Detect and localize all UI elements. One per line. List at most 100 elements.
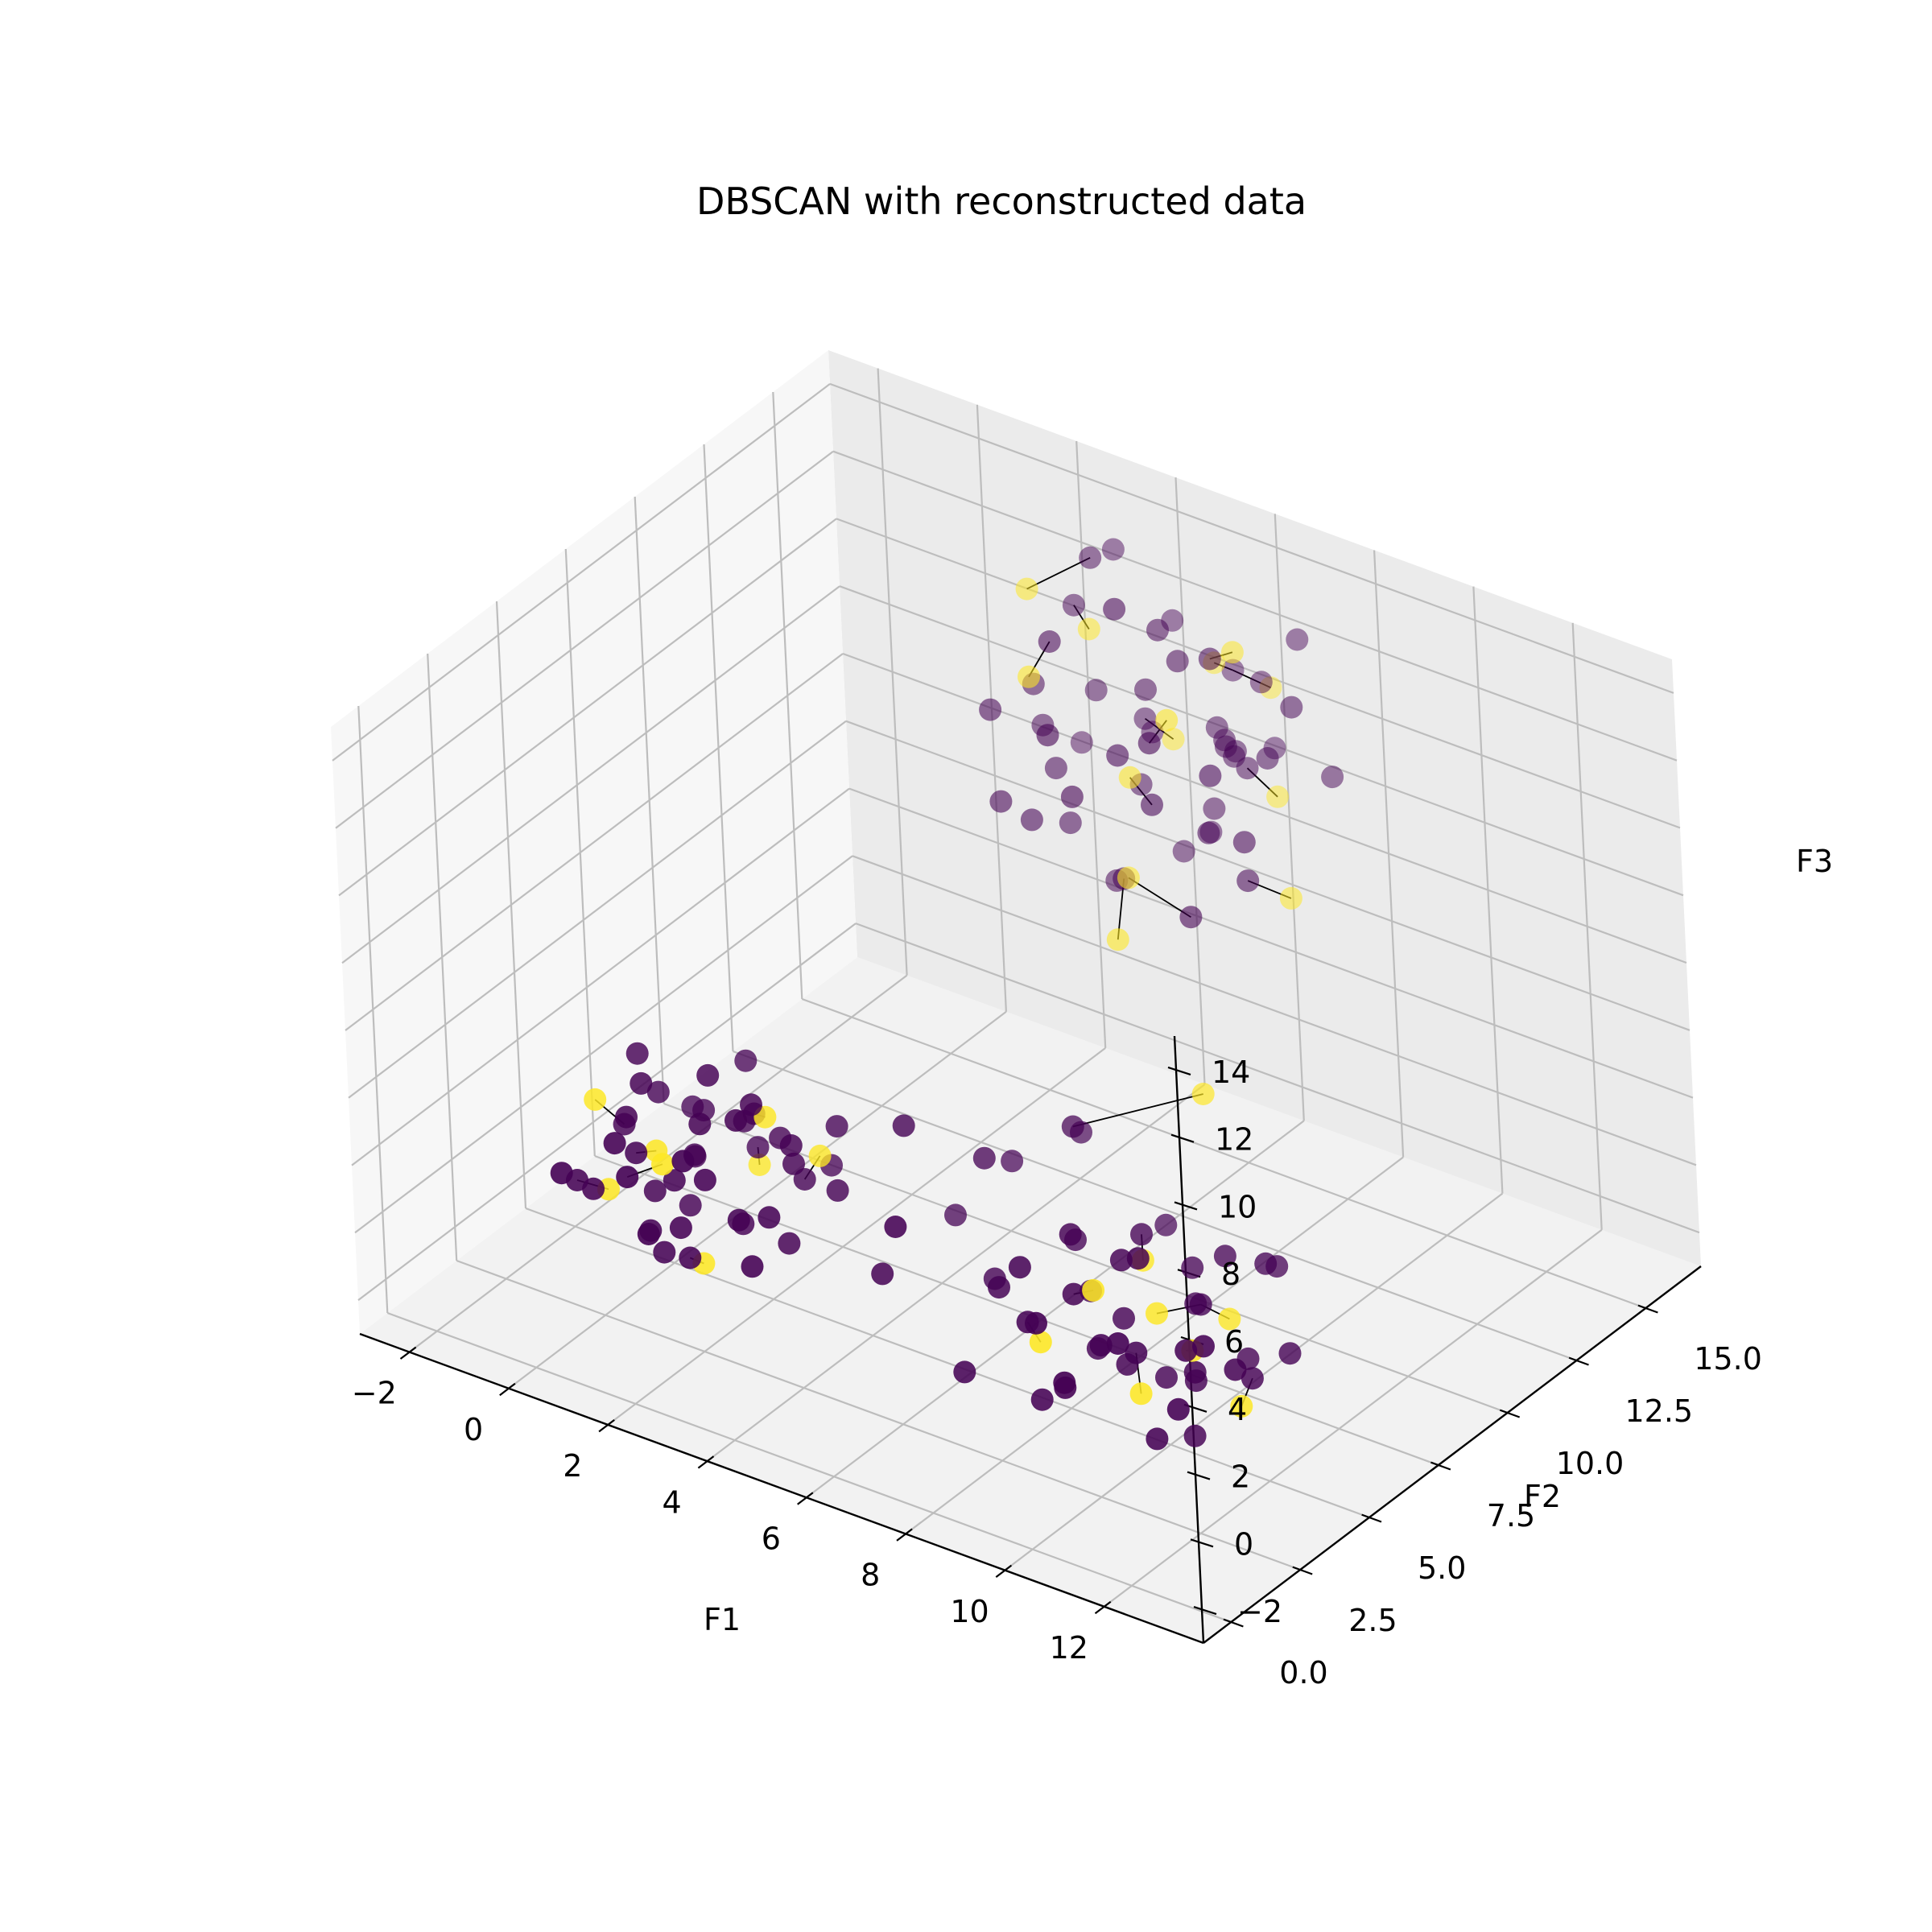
cluster-point: [1030, 1388, 1054, 1411]
z-axis-label: F3: [1796, 844, 1833, 879]
noise-point: [1077, 617, 1100, 641]
cluster-point: [1053, 1371, 1076, 1394]
z-tick-label: 0: [1234, 1526, 1253, 1562]
cluster-point: [669, 1216, 692, 1240]
y-tick: [1568, 1356, 1589, 1366]
cluster-point: [1236, 869, 1260, 893]
noise-point: [748, 1154, 771, 1176]
cluster-point: [1044, 757, 1067, 780]
cluster-point: [1106, 744, 1129, 767]
x-tick-label: 12: [1050, 1630, 1088, 1666]
axis-panes: [331, 350, 1701, 1643]
cluster-point: [782, 1152, 805, 1175]
cluster-point: [696, 1063, 720, 1087]
cluster-point: [826, 1179, 849, 1202]
cluster-point: [1146, 1427, 1169, 1451]
data-points: [550, 538, 1344, 1451]
noise-point: [1155, 708, 1179, 732]
x-tick: [399, 1346, 417, 1360]
y-tick-label: 2.5: [1348, 1603, 1397, 1638]
cluster-point: [625, 1042, 649, 1065]
noise-point: [1118, 766, 1141, 789]
cluster-point: [727, 1208, 750, 1232]
cluster-point: [740, 1093, 762, 1117]
noise-point: [808, 1144, 832, 1167]
noise-point: [1266, 785, 1290, 808]
cluster-point: [1174, 1339, 1198, 1362]
cluster-point: [1038, 630, 1061, 653]
cluster-point: [550, 1162, 573, 1185]
x-tick-label: 2: [563, 1448, 582, 1484]
z-tick-label: 2: [1231, 1459, 1250, 1495]
grid-line-z: [351, 787, 850, 1166]
x-tick-label: 8: [861, 1558, 880, 1593]
cluster-point: [1059, 811, 1082, 835]
grid-line-x: [508, 1010, 1007, 1389]
cluster-point: [1070, 731, 1093, 754]
grid-line-y: [594, 1154, 1439, 1467]
y-tick: [1361, 1513, 1382, 1523]
cluster-point: [1166, 1397, 1190, 1421]
cluster-point: [1036, 724, 1059, 747]
cluster-point: [724, 1108, 747, 1132]
cluster-point: [778, 1232, 801, 1255]
noise-point: [1117, 866, 1140, 890]
cluster-point: [1321, 766, 1344, 789]
grid-line-z: [345, 653, 844, 1031]
grid-line-y: [733, 1050, 1577, 1362]
x-tick: [598, 1419, 615, 1433]
x-tick-label: 0: [464, 1412, 483, 1447]
cluster-point: [1241, 1367, 1264, 1390]
y-tick-label: 7.5: [1487, 1498, 1535, 1534]
cluster-point: [1154, 1213, 1178, 1236]
cluster-point: [1113, 1307, 1135, 1330]
y-tick-label: 12.5: [1625, 1393, 1694, 1429]
cluster-point: [1084, 679, 1108, 702]
grid-line-z: [332, 383, 831, 762]
cluster-point: [1198, 647, 1221, 671]
cluster-point: [1181, 1256, 1204, 1279]
cluster-point: [630, 1071, 653, 1095]
y-tick-label: 15.0: [1694, 1341, 1762, 1377]
cluster-point: [1179, 906, 1203, 929]
y-tick: [1637, 1304, 1658, 1314]
cluster-point: [1079, 546, 1102, 569]
cluster-point: [1278, 1342, 1302, 1365]
chart-title: DBSCAN with reconstructed data: [696, 180, 1307, 223]
tick-labels: −2 0 2 4 6 8 10 12 0.0 2.5 5.0 7.5 10.012.515.0 −2 0 2 4…: [352, 1055, 1762, 1690]
cluster-point: [1126, 1247, 1150, 1270]
cluster-point: [1008, 1256, 1031, 1279]
grid-line-z: [829, 382, 1674, 694]
cluster-point: [1155, 1366, 1178, 1389]
cluster-point: [1286, 628, 1309, 651]
grid-line-x: [806, 1120, 1305, 1499]
cluster-point: [1020, 808, 1043, 832]
cluster-point: [1137, 732, 1161, 755]
cluster-point: [616, 1166, 639, 1189]
x-tick-label: 6: [762, 1521, 781, 1556]
noise-point: [651, 1153, 674, 1176]
cluster-point: [1146, 618, 1169, 642]
cluster-point: [1224, 1358, 1247, 1381]
cluster-point: [1232, 831, 1256, 854]
grid-line-z: [839, 585, 1684, 897]
cluster-point: [953, 1360, 976, 1384]
grid-line-z: [848, 787, 1694, 1099]
y-tick-label: 5.0: [1418, 1550, 1466, 1586]
y-tick-label: 10.0: [1556, 1446, 1624, 1481]
cluster-point: [1236, 757, 1259, 780]
x-tick-label: −2: [352, 1376, 397, 1411]
x-axis-label: F1: [704, 1602, 741, 1637]
cluster-point: [758, 1206, 781, 1229]
cluster-point: [663, 1169, 686, 1192]
cluster-point: [1249, 671, 1273, 694]
noise-point: [1029, 1331, 1052, 1354]
x-axis-line: [359, 1332, 1204, 1645]
grid-line-z: [335, 450, 834, 829]
cluster-point: [643, 1179, 667, 1203]
x-tick: [995, 1564, 1013, 1578]
grid-line-x: [607, 1047, 1106, 1426]
cluster-point: [1060, 785, 1084, 808]
cluster-point: [1203, 797, 1226, 820]
